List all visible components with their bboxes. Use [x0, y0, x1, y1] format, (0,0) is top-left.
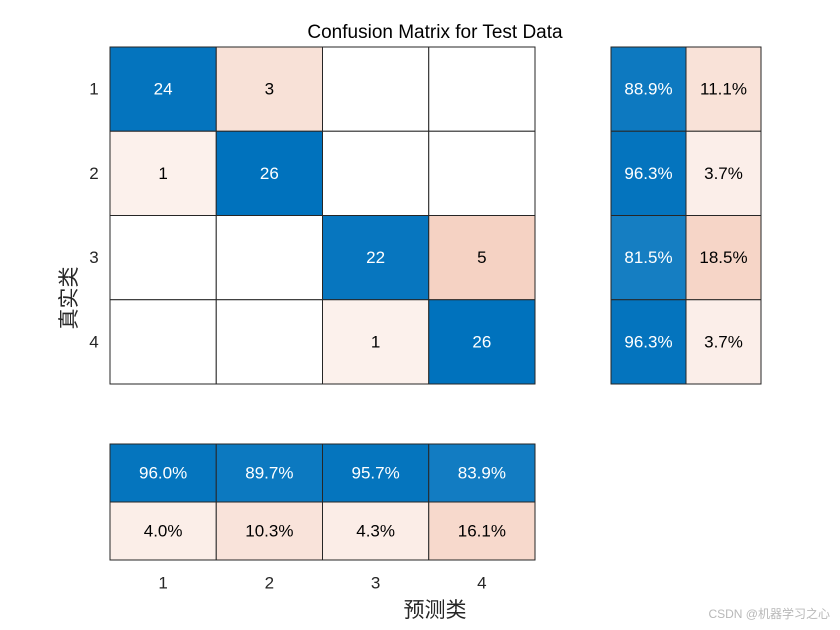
column-summary: 96.0% 89.7% 95.7% 83.9% 4.0% 10.3% 4.3% 16.1% — [109, 443, 536, 561]
y-tick-label: 1 — [89, 80, 98, 99]
row-summary-value: 96.3% — [624, 332, 672, 351]
matrix-cell — [428, 130, 536, 216]
x-tick-label: 4 — [477, 574, 486, 593]
matrix-cell-value: 26 — [472, 332, 491, 351]
matrix-cell — [109, 130, 217, 216]
y-tick-label: 3 — [89, 248, 98, 267]
matrix-cell — [215, 215, 323, 301]
x-tick-label: 2 — [265, 574, 274, 593]
y-tick-label: 2 — [89, 164, 98, 183]
y-tick-label: 4 — [89, 332, 98, 351]
matrix-cell-value: 26 — [260, 164, 279, 183]
column-summary-value: 89.7% — [245, 464, 293, 483]
y-axis-label: 真实类 — [57, 267, 81, 330]
row-summary-cell — [685, 215, 762, 301]
row-summary-value: 18.5% — [699, 248, 747, 267]
matrix-cell — [322, 299, 430, 385]
row-summary-value: 11.1% — [700, 80, 747, 99]
matrix-cell — [109, 46, 217, 132]
column-summary-cell — [215, 501, 323, 561]
x-axis-label: 预测类 — [404, 598, 467, 622]
matrix-cell-value: 1 — [371, 332, 380, 351]
column-summary-value: 83.9% — [458, 464, 506, 483]
column-summary-cell — [322, 501, 430, 561]
main-matrix: 24 3 1 26 22 5 1 26 — [109, 46, 536, 385]
matrix-cell — [215, 46, 323, 132]
matrix-cell — [215, 299, 323, 385]
matrix-cell — [322, 215, 430, 301]
row-summary-value: 88.9% — [624, 80, 672, 99]
x-tick-label: 3 — [371, 574, 380, 593]
row-summary: 88.9% 11.1% 96.3% 3.7% 81.5% 18.5% 96.3% 3.7% — [610, 46, 762, 385]
column-summary-cell — [428, 443, 536, 503]
matrix-cell — [322, 130, 430, 216]
row-summary-cell — [685, 130, 762, 216]
column-summary-value: 95.7% — [352, 464, 400, 483]
matrix-cell — [215, 130, 323, 216]
row-summary-cell — [610, 215, 687, 301]
matrix-cell — [428, 46, 536, 132]
x-tick-label: 1 — [158, 574, 167, 593]
matrix-cell — [109, 215, 217, 301]
matrix-cell-value: 5 — [477, 248, 486, 267]
chart-title: Confusion Matrix for Test Data — [307, 22, 563, 43]
row-summary-cell — [685, 299, 762, 385]
column-summary-cell — [109, 443, 217, 503]
column-summary-value: 10.3% — [245, 522, 293, 541]
row-summary-value: 3.7% — [704, 164, 743, 183]
matrix-cell-value: 22 — [366, 248, 385, 267]
row-summary-value: 3.7% — [704, 332, 743, 351]
column-summary-value: 4.3% — [356, 522, 395, 541]
matrix-cell — [428, 299, 536, 385]
column-summary-value: 16.1% — [458, 522, 506, 541]
matrix-cell — [322, 46, 430, 132]
column-summary-cell — [109, 501, 217, 561]
matrix-cell — [428, 215, 536, 301]
column-summary-value: 96.0% — [139, 464, 187, 483]
column-summary-value: 4.0% — [144, 522, 183, 541]
matrix-cell-value: 24 — [154, 80, 173, 99]
column-summary-cell — [428, 501, 536, 561]
watermark: CSDN @机器学习之心 — [708, 606, 830, 621]
column-summary-cell — [322, 443, 430, 503]
matrix-cell-value: 1 — [158, 164, 167, 183]
matrix-cell — [109, 299, 217, 385]
matrix-cell-value: 3 — [265, 80, 274, 99]
row-summary-value: 81.5% — [624, 248, 672, 267]
row-summary-cell — [685, 46, 762, 132]
row-summary-value: 96.3% — [624, 164, 672, 183]
column-summary-cell — [215, 443, 323, 503]
tick-labels: 1 2 3 4 1 2 3 4 — [89, 80, 486, 593]
